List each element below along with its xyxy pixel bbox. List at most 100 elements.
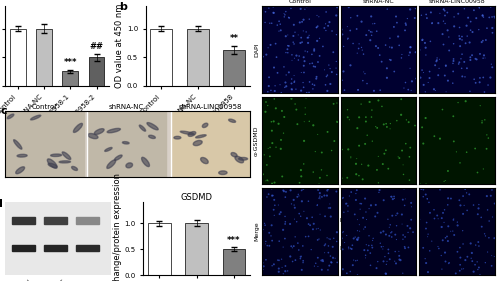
- Point: [300, 70, 308, 75]
- Point: [300, 17, 308, 22]
- Point: [275, 266, 283, 271]
- Point: [320, 193, 328, 198]
- Point: [354, 258, 362, 262]
- Point: [412, 50, 420, 55]
- Point: [290, 217, 298, 221]
- Point: [259, 172, 267, 176]
- Point: [392, 261, 400, 266]
- Point: [346, 246, 354, 250]
- Point: [392, 213, 400, 218]
- Point: [394, 34, 402, 39]
- Point: [411, 16, 419, 20]
- Point: [282, 9, 290, 14]
- Point: [488, 15, 496, 19]
- Point: [466, 89, 474, 94]
- Point: [386, 223, 394, 227]
- Point: [300, 209, 308, 214]
- Point: [377, 230, 385, 235]
- Point: [333, 101, 341, 105]
- Point: [286, 188, 294, 192]
- Point: [333, 119, 341, 123]
- Point: [368, 139, 376, 143]
- Point: [364, 163, 372, 168]
- Y-axis label: Merge: Merge: [254, 222, 259, 241]
- Point: [361, 71, 369, 76]
- Point: [295, 54, 303, 58]
- Point: [261, 20, 269, 25]
- Point: [369, 22, 377, 26]
- Point: [282, 73, 290, 77]
- Point: [262, 52, 270, 57]
- Point: [359, 186, 367, 191]
- Point: [312, 261, 320, 266]
- Point: [301, 7, 309, 12]
- Point: [455, 34, 463, 38]
- Point: [316, 176, 324, 180]
- Point: [402, 197, 409, 201]
- Ellipse shape: [238, 157, 248, 160]
- Point: [372, 44, 380, 48]
- Point: [430, 207, 438, 212]
- Point: [302, 4, 310, 8]
- Point: [483, 133, 491, 137]
- Point: [433, 213, 441, 218]
- Point: [332, 239, 340, 244]
- Point: [442, 64, 450, 68]
- Point: [302, 234, 310, 239]
- Point: [263, 163, 271, 167]
- Point: [275, 29, 283, 33]
- Point: [406, 66, 414, 71]
- Point: [442, 63, 450, 68]
- Point: [449, 61, 457, 66]
- Point: [288, 202, 296, 206]
- Point: [424, 197, 432, 201]
- Point: [450, 59, 458, 63]
- Point: [323, 235, 331, 240]
- Text: shRNA-LINC00958: shRNA-LINC00958: [178, 104, 242, 110]
- Point: [359, 78, 367, 83]
- Point: [276, 82, 284, 87]
- Point: [472, 16, 480, 21]
- Point: [426, 39, 434, 44]
- Point: [359, 216, 367, 220]
- Point: [463, 208, 471, 213]
- Point: [482, 260, 490, 265]
- Point: [270, 65, 278, 70]
- Point: [380, 198, 388, 203]
- Point: [406, 155, 413, 159]
- Point: [441, 13, 449, 18]
- Point: [300, 187, 308, 191]
- Point: [331, 256, 339, 260]
- Point: [379, 247, 387, 251]
- Point: [324, 268, 332, 272]
- Point: [381, 254, 389, 259]
- Point: [315, 196, 323, 200]
- Point: [478, 40, 486, 44]
- Point: [364, 248, 372, 253]
- Point: [366, 251, 374, 255]
- Point: [338, 196, 346, 200]
- Ellipse shape: [180, 131, 194, 135]
- Point: [441, 73, 449, 78]
- Point: [386, 121, 394, 126]
- Point: [281, 13, 289, 17]
- Point: [474, 170, 482, 175]
- Point: [310, 47, 318, 51]
- Point: [398, 212, 406, 217]
- Point: [290, 198, 298, 202]
- Point: [388, 194, 396, 199]
- Point: [428, 21, 436, 26]
- Point: [480, 232, 488, 236]
- Point: [460, 4, 468, 8]
- Point: [319, 44, 327, 49]
- Point: [368, 108, 376, 112]
- Point: [267, 88, 275, 93]
- Point: [418, 13, 426, 17]
- Point: [312, 74, 320, 79]
- Point: [300, 119, 308, 124]
- Point: [354, 273, 362, 277]
- Point: [365, 28, 373, 33]
- Point: [428, 239, 436, 243]
- Point: [352, 198, 360, 202]
- Point: [481, 56, 489, 60]
